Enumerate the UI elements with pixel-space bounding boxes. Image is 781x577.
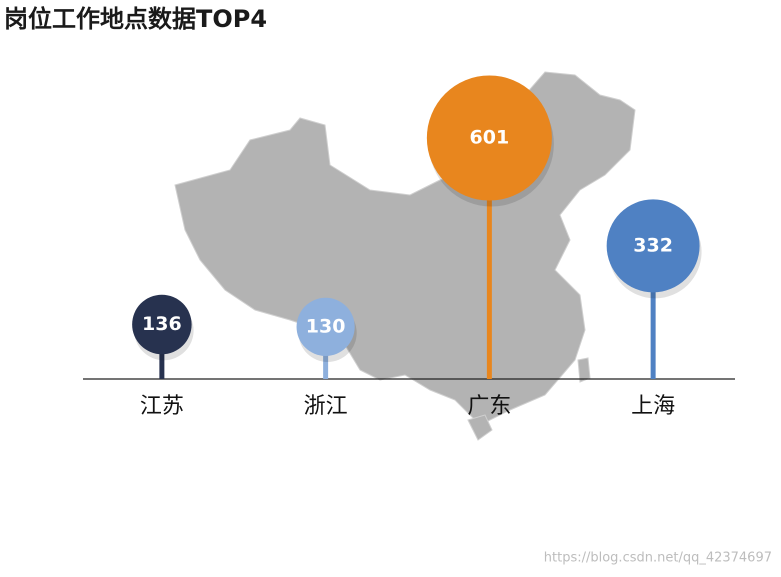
bubble — [606, 199, 700, 293]
x-tick-label: 江苏 — [140, 394, 184, 419]
x-tick-label: 浙江 — [304, 394, 348, 419]
x-tick-label: 上海 — [631, 394, 675, 419]
value-label: 601 — [470, 127, 510, 149]
value-label: 130 — [306, 315, 346, 337]
map-background — [174, 71, 636, 441]
chart-title: 岗位工作地点数据TOP4 — [4, 5, 267, 33]
bubble — [426, 75, 552, 201]
bubble — [296, 297, 355, 356]
watermark: https://blog.csdn.net/qq_42374697 — [544, 551, 772, 566]
x-tick-label: 广东 — [467, 394, 511, 419]
bubble — [132, 294, 192, 355]
value-label: 332 — [633, 234, 673, 256]
value-label: 136 — [142, 313, 182, 335]
